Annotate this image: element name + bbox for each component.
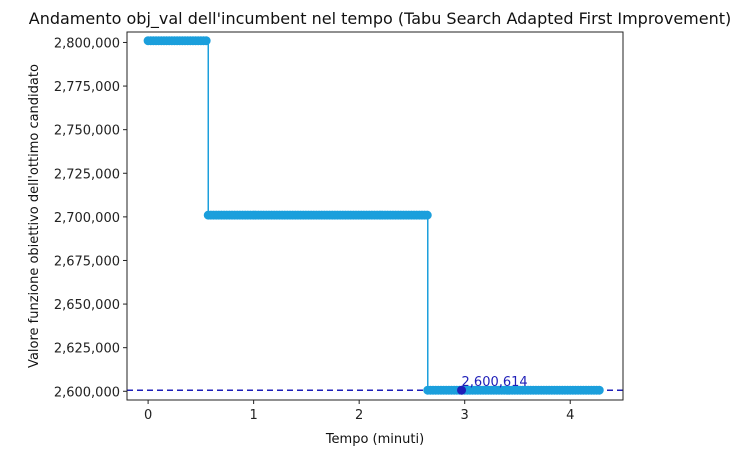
x-tick-label: 1 bbox=[249, 408, 257, 423]
y-tick-label: 2,725,000 bbox=[54, 167, 120, 182]
x-axis-label: Tempo (minuti) bbox=[325, 432, 424, 447]
data-point bbox=[201, 36, 211, 46]
x-tick-label: 3 bbox=[461, 408, 469, 423]
y-tick-label: 2,700,000 bbox=[54, 211, 120, 226]
y-axis-label: Valore funzione obiettivo dell'ottimo ca… bbox=[27, 64, 42, 368]
data-point bbox=[422, 210, 432, 220]
data-point bbox=[594, 385, 604, 395]
best-point-label: 2,600,614 bbox=[462, 375, 528, 390]
x-tick-label: 4 bbox=[566, 408, 574, 423]
x-tick-label: 2 bbox=[355, 408, 363, 423]
axis-ticks: 0 1 2 3 4 2,600,000 2,625,000 2,650,000 2,675,00… bbox=[54, 36, 575, 423]
y-tick-label: 2,800,000 bbox=[54, 36, 120, 51]
y-tick-label: 2,675,000 bbox=[54, 254, 120, 269]
x-tick-label: 0 bbox=[144, 408, 152, 423]
chart-title: Andamento obj_val dell'incumbent nel tem… bbox=[29, 9, 732, 29]
y-tick-label: 2,600,000 bbox=[54, 385, 120, 400]
best-point bbox=[457, 385, 467, 395]
y-tick-label: 2,650,000 bbox=[54, 298, 120, 313]
axes-frame bbox=[126, 31, 624, 401]
y-tick-label: 2,775,000 bbox=[54, 80, 120, 95]
y-tick-label: 2,750,000 bbox=[54, 124, 120, 139]
y-tick-label: 2,625,000 bbox=[54, 342, 120, 357]
plot-area: 2,600,614 bbox=[127, 36, 623, 395]
